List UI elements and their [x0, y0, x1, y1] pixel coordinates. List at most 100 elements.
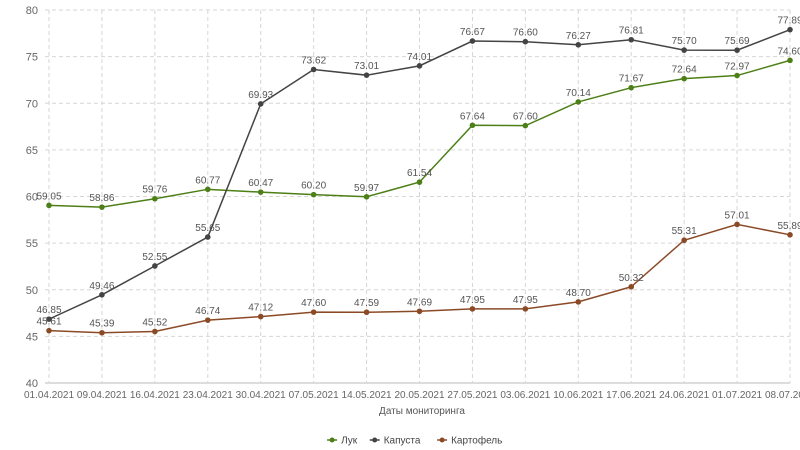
data-label: 45.39 — [89, 319, 114, 330]
data-point — [681, 47, 687, 53]
data-label: 46.85 — [36, 305, 61, 316]
legend-label: Лук — [341, 436, 358, 447]
data-label: 57.01 — [725, 210, 750, 221]
series-1: 46.85 49.46 52.55 55.65 69.93 73.62 73.01 74.01… — [36, 16, 800, 322]
data-label: 67.60 — [513, 112, 538, 123]
data-point — [99, 204, 105, 210]
data-label: 60.47 — [248, 178, 273, 189]
data-label: 47.95 — [460, 295, 485, 306]
series-group: 59.05 58.86 59.76 60.77 60.47 60.20 59.97 61.54… — [36, 16, 800, 336]
y-tick-label: 40 — [26, 378, 38, 390]
data-point — [522, 38, 529, 45]
data-point — [152, 263, 158, 269]
data-label: 76.67 — [460, 27, 485, 38]
data-label: 72.64 — [672, 65, 697, 76]
data-point — [152, 195, 158, 202]
x-axis-title: Даты мониторинга — [379, 406, 465, 417]
data-point — [204, 234, 211, 240]
data-point — [787, 232, 793, 238]
data-label: 48.70 — [566, 288, 591, 299]
x-tick-label: 07.05.2021 — [289, 390, 339, 401]
y-tick-label: 65 — [26, 145, 38, 157]
y-tick-label: 50 — [26, 285, 38, 297]
x-tick-label: 01.07.2021 — [712, 390, 762, 401]
data-label: 50.32 — [619, 273, 644, 284]
data-point — [734, 72, 740, 79]
data-point — [469, 306, 476, 312]
data-label: 52.55 — [142, 252, 167, 263]
data-point — [734, 221, 740, 228]
data-point — [310, 309, 317, 315]
x-tick-label: 27.05.2021 — [447, 390, 497, 401]
data-label: 75.69 — [725, 36, 750, 47]
data-point — [204, 186, 211, 193]
x-tick-label: 23.04.2021 — [183, 390, 233, 401]
x-tick-label: 20.05.2021 — [394, 390, 444, 401]
data-label: 59.76 — [142, 185, 167, 196]
x-tick-label: 08.07.2021 — [765, 390, 800, 401]
data-label: 74.60 — [777, 46, 800, 57]
y-tick-label: 75 — [26, 52, 38, 64]
data-point — [416, 179, 423, 185]
data-point — [628, 84, 635, 91]
y-tick-label: 70 — [26, 98, 38, 110]
y-tick-label: 55 — [26, 238, 38, 250]
data-point — [204, 317, 211, 323]
data-point — [787, 26, 793, 33]
data-point — [575, 41, 582, 48]
data-point — [310, 66, 317, 73]
data-label: 76.27 — [566, 31, 591, 42]
data-point — [681, 237, 687, 244]
data-point — [575, 99, 582, 105]
data-point — [681, 75, 687, 82]
data-label: 74.01 — [407, 52, 432, 63]
data-label: 47.60 — [301, 298, 326, 309]
data-point — [522, 306, 529, 312]
data-label: 71.67 — [619, 74, 644, 85]
data-label: 47.69 — [407, 297, 432, 308]
data-label: 75.70 — [672, 36, 697, 47]
data-label: 47.95 — [513, 295, 538, 306]
x-tick-label: 01.04.2021 — [24, 390, 74, 401]
legend-item: Лук — [327, 436, 358, 447]
x-tick-label: 24.06.2021 — [659, 390, 709, 401]
data-point — [416, 308, 423, 315]
data-label: 49.46 — [89, 281, 114, 292]
data-point — [46, 202, 52, 209]
data-label: 59.05 — [36, 191, 61, 202]
data-label: 69.93 — [248, 90, 273, 101]
data-point — [257, 313, 264, 320]
data-label: 59.97 — [354, 183, 379, 194]
data-point — [257, 189, 264, 195]
legend-item: Капуста — [369, 436, 421, 447]
x-tick-label: 16.04.2021 — [130, 390, 180, 401]
data-point — [363, 193, 370, 200]
data-label: 46.74 — [195, 306, 220, 317]
y-tick-label: 60 — [26, 192, 38, 204]
grid — [45, 9, 791, 384]
legend-label: Капуста — [384, 436, 421, 447]
legend-item: Картофель — [437, 435, 502, 447]
data-label: 72.97 — [725, 62, 750, 73]
legend-marker — [372, 437, 378, 443]
data-label: 58.86 — [89, 193, 114, 204]
legend-marker — [329, 437, 335, 443]
y-axis: 40 45 50 55 60 65 70 75 80 — [26, 5, 38, 390]
data-label: 55.31 — [672, 226, 697, 237]
data-point — [575, 299, 582, 305]
data-point — [628, 36, 635, 43]
data-point — [469, 122, 476, 129]
x-tick-label: 10.06.2021 — [553, 390, 603, 401]
legend-label: Картофель — [451, 435, 502, 447]
data-label: 67.64 — [460, 111, 485, 122]
series-2: 45.61 45.39 45.52 46.74 47.12 47.60 47.59 47.69… — [36, 210, 800, 336]
data-label: 76.60 — [513, 28, 538, 39]
data-label: 60.77 — [195, 175, 220, 186]
data-label: 47.12 — [248, 303, 273, 314]
data-label: 47.59 — [354, 298, 379, 309]
series-0: 59.05 58.86 59.76 60.77 60.47 60.20 59.97 61.54… — [36, 46, 800, 210]
legend: Лук Капуста Картофель — [327, 435, 502, 447]
legend-marker — [439, 437, 445, 443]
data-label: 73.62 — [301, 55, 326, 66]
data-point — [310, 191, 317, 198]
